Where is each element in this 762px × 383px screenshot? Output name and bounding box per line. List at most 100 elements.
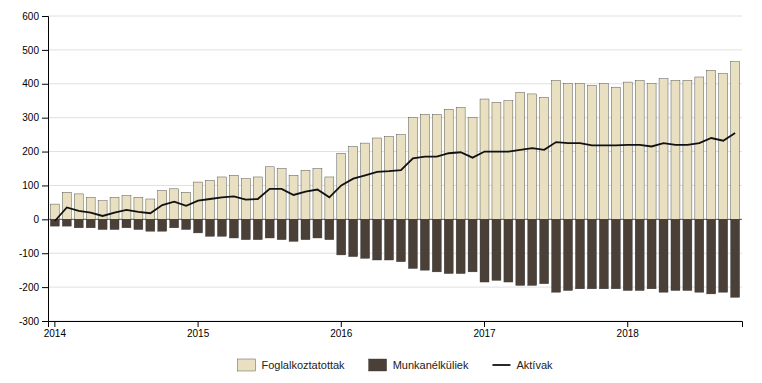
tick: -200 — [19, 282, 48, 293]
tick: 400 — [22, 78, 48, 89]
bar — [587, 219, 596, 288]
tick-label: -200 — [19, 282, 39, 293]
tick-label: 200 — [22, 146, 39, 157]
bar — [611, 87, 620, 219]
bar — [349, 219, 358, 256]
bar — [528, 94, 537, 219]
bar — [516, 92, 525, 219]
tick: 2018 — [617, 321, 640, 339]
tick-label: 0 — [33, 214, 39, 225]
bar — [158, 219, 167, 231]
tick: -100 — [19, 248, 48, 259]
plot-area: -300-200-1000100200300400500600201420152… — [19, 11, 743, 339]
legend-item: Foglalkoztatottak — [237, 359, 345, 371]
bar-series — [50, 219, 739, 297]
bar — [253, 219, 262, 239]
bar — [385, 219, 394, 260]
bar — [480, 99, 489, 219]
bar — [456, 219, 465, 273]
tick: 2015 — [187, 321, 210, 339]
bar — [719, 74, 728, 220]
bar — [420, 114, 429, 219]
bar — [492, 102, 501, 219]
bar — [504, 219, 513, 282]
bar — [456, 108, 465, 220]
bar — [468, 118, 477, 220]
bar — [683, 219, 692, 290]
bar — [194, 219, 203, 233]
bar — [671, 80, 680, 219]
bar — [707, 70, 716, 219]
bar — [552, 80, 561, 219]
tick-mark — [42, 185, 48, 186]
bar — [695, 77, 704, 219]
bar — [134, 197, 143, 219]
bar — [62, 219, 71, 226]
legend-label: Foglalkoztatottak — [261, 359, 345, 371]
bar — [385, 136, 394, 219]
bar — [695, 219, 704, 292]
bar — [170, 189, 179, 220]
tick-label: -100 — [19, 248, 39, 259]
bar — [361, 219, 370, 258]
bar — [564, 219, 573, 290]
tick: 300 — [22, 112, 48, 123]
legend-label: Munkanélküliek — [393, 359, 469, 371]
bar — [110, 197, 119, 219]
tick: -300 — [19, 316, 48, 327]
bar — [444, 109, 453, 219]
bar — [480, 219, 489, 282]
bar — [134, 219, 143, 229]
bar — [552, 219, 561, 292]
bar — [265, 167, 274, 220]
bar — [373, 219, 382, 260]
tick-label: 300 — [22, 112, 39, 123]
bar — [98, 219, 107, 229]
bar — [444, 219, 453, 273]
bar — [146, 199, 155, 219]
grid-line — [48, 16, 742, 17]
legend-item: Munkanélküliek — [369, 359, 469, 371]
bar — [122, 219, 131, 227]
bar — [611, 219, 620, 288]
tick: 200 — [22, 146, 48, 157]
tick-label: 500 — [22, 45, 39, 56]
chart-root: -300-200-1000100200300400500600201420152… — [0, 0, 762, 383]
line — [55, 133, 735, 221]
legend-swatch — [369, 359, 387, 371]
tick-mark — [54, 321, 55, 327]
tick-mark — [42, 287, 48, 288]
bar — [301, 170, 310, 219]
bar — [289, 175, 298, 219]
bar — [146, 219, 155, 231]
bar — [182, 219, 191, 229]
tick: 500 — [22, 45, 48, 56]
tick-mark — [42, 118, 48, 119]
bar — [623, 219, 632, 290]
tick-label: 2015 — [187, 328, 210, 339]
bar — [564, 84, 573, 220]
axis-line — [42, 17, 49, 322]
bar — [396, 219, 405, 261]
tick-mark — [42, 50, 48, 51]
bar — [432, 114, 441, 219]
bar — [576, 84, 585, 220]
bar — [241, 219, 250, 239]
tick-mark — [627, 321, 628, 327]
tick: 2014 — [44, 321, 67, 339]
bar — [599, 219, 608, 288]
bar — [719, 219, 728, 292]
axis-line — [49, 322, 743, 328]
legend: FoglalkoztatottakMunkanélküliekAktívak — [237, 359, 553, 371]
bar — [361, 143, 370, 219]
bar — [408, 118, 417, 220]
bar — [277, 219, 286, 239]
bar — [683, 80, 692, 219]
bar — [313, 219, 322, 238]
bar — [170, 219, 179, 227]
bar — [86, 219, 95, 227]
bar — [325, 219, 334, 239]
grid — [48, 16, 742, 321]
tick: 100 — [22, 180, 48, 191]
tick: 2016 — [330, 321, 353, 339]
